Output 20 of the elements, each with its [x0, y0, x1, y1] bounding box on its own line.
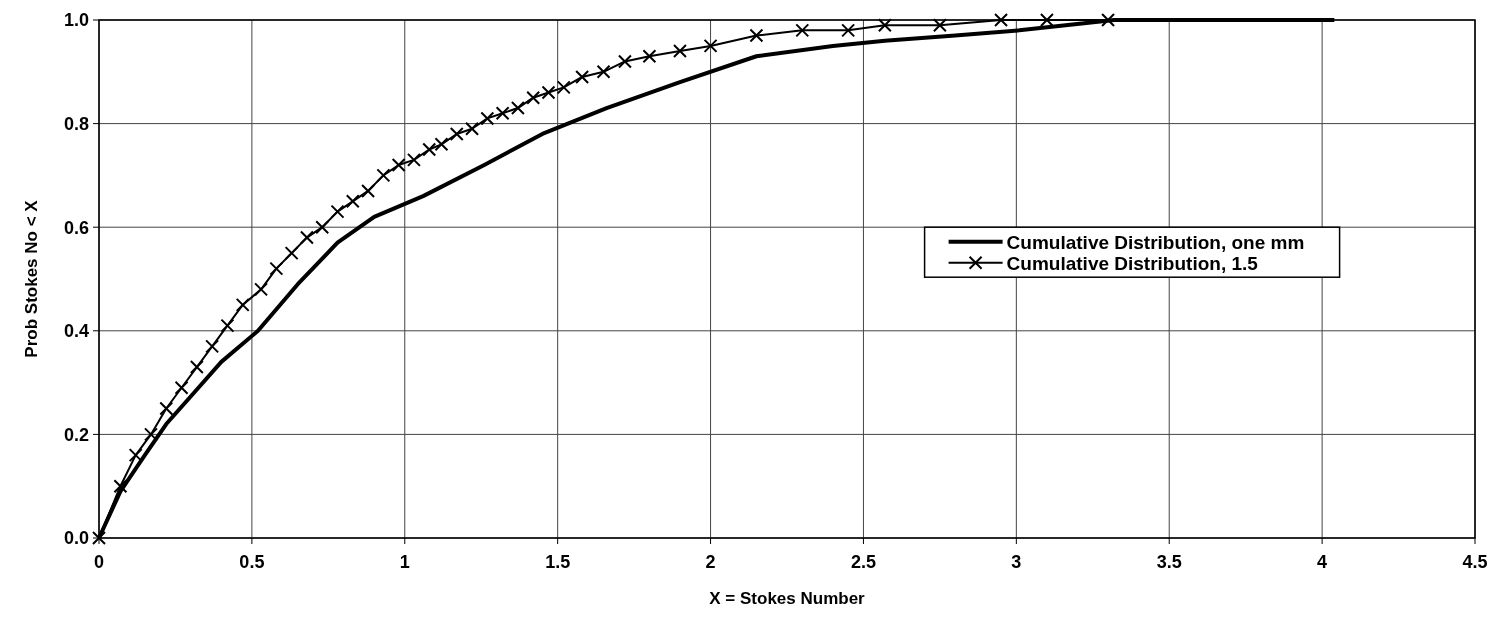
x-tick-label: 1.5	[545, 552, 571, 572]
y-tick-label: 1.0	[63, 10, 89, 31]
y-tick-label: 0.4	[63, 321, 89, 342]
y-axis-title: Prob Stokes No < X	[22, 199, 41, 358]
x-tick-label: 3.5	[1156, 552, 1182, 572]
x-tick-label: 1	[399, 552, 410, 572]
legend-label: Cumulative Distribution, 1.5	[1006, 253, 1259, 275]
y-tick-label: 0.8	[63, 113, 89, 134]
x-tick-label: 0.5	[239, 552, 265, 572]
y-tick-label: 0.2	[63, 424, 89, 445]
x-tick-label: 2.5	[850, 552, 876, 572]
y-tick-label: 0.6	[63, 217, 89, 238]
y-tick-label: 0.0	[63, 528, 89, 549]
x-tick-label: 4.5	[1462, 552, 1488, 572]
x-tick-label: 0	[93, 552, 105, 572]
x-tick-label: 4	[1317, 552, 1328, 572]
x-tick-label: 3	[1011, 552, 1022, 572]
legend-label: Cumulative Distribution, one mm	[1006, 232, 1305, 254]
x-axis-title: X = Stokes Number	[709, 589, 866, 608]
x-tick-label: 2	[705, 552, 716, 572]
